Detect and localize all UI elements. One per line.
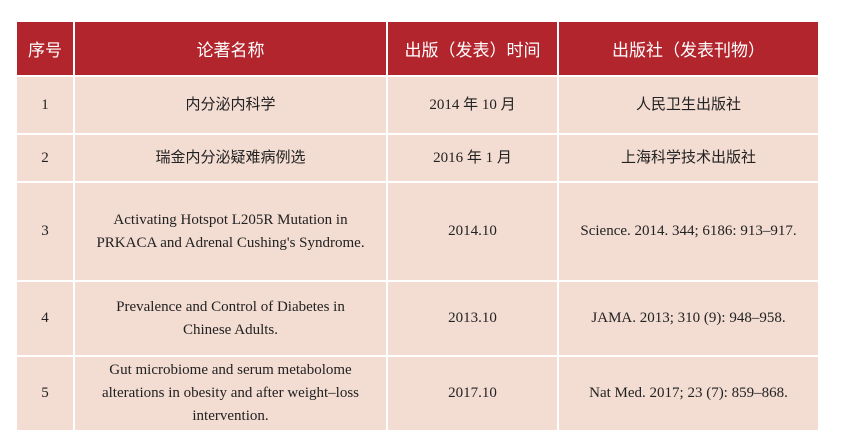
table-cell: Science. 2014. 344; 6186: 913–917. [557,181,820,282]
table-cell: 2014.10 [386,181,559,282]
table-cell: JAMA. 2013; 310 (9): 948–958. [557,280,820,357]
table-cell: 3 [15,181,75,282]
table-row: 5 Gut microbiome and serum metabolome alt… [15,355,820,432]
table-cell: 2016 年 1 月 [386,133,559,183]
table-row: 1 内分泌内科学 2014 年 10 月人民卫生出版社 [15,75,820,135]
table-cell: 2013.10 [386,280,559,357]
publication-table: 序号 论著名称 出版（发表）时间 出版社（发表刊物） 1 内分泌内科学 2014 年 10… [15,20,820,432]
table-cell: 2017.10 [386,355,559,432]
table-cell: Gut microbiome and serum metabolome alte… [73,355,388,432]
table-row: 4 Prevalence and Control of Diabetes in C… [15,280,820,357]
table-row: 2 瑞金内分泌疑难病例选 2016 年 1 月上海科学技术出版社 [15,133,820,183]
header-row: 序号 论著名称 出版（发表）时间 出版社（发表刊物） [15,20,820,77]
header-cell: 序号 [15,20,75,77]
table-cell: 上海科学技术出版社 [557,133,820,183]
table-cell: 2 [15,133,75,183]
table-cell: 4 [15,280,75,357]
table-cell: Nat Med. 2017; 23 (7): 859–868. [557,355,820,432]
table-cell: 5 [15,355,75,432]
table-cell: 2014 年 10 月 [386,75,559,135]
table-cell: 人民卫生出版社 [557,75,820,135]
table-cell: Activating Hotspot L205R Mutation in PRK… [73,181,388,282]
table-body: 1 内分泌内科学 2014 年 10 月人民卫生出版社 2 瑞金内分泌疑难病例选 2016… [15,75,820,432]
table-cell: Prevalence and Control of Diabetes in Ch… [73,280,388,357]
table-cell: 内分泌内科学 [73,75,388,135]
table-cell: 1 [15,75,75,135]
header-cell: 出版社（发表刊物） [557,20,820,77]
header-cell: 论著名称 [73,20,388,77]
header-cell: 出版（发表）时间 [386,20,559,77]
table-row: 3 Activating Hotspot L205R Mutation in PR… [15,181,820,282]
table-cell: 瑞金内分泌疑难病例选 [73,133,388,183]
